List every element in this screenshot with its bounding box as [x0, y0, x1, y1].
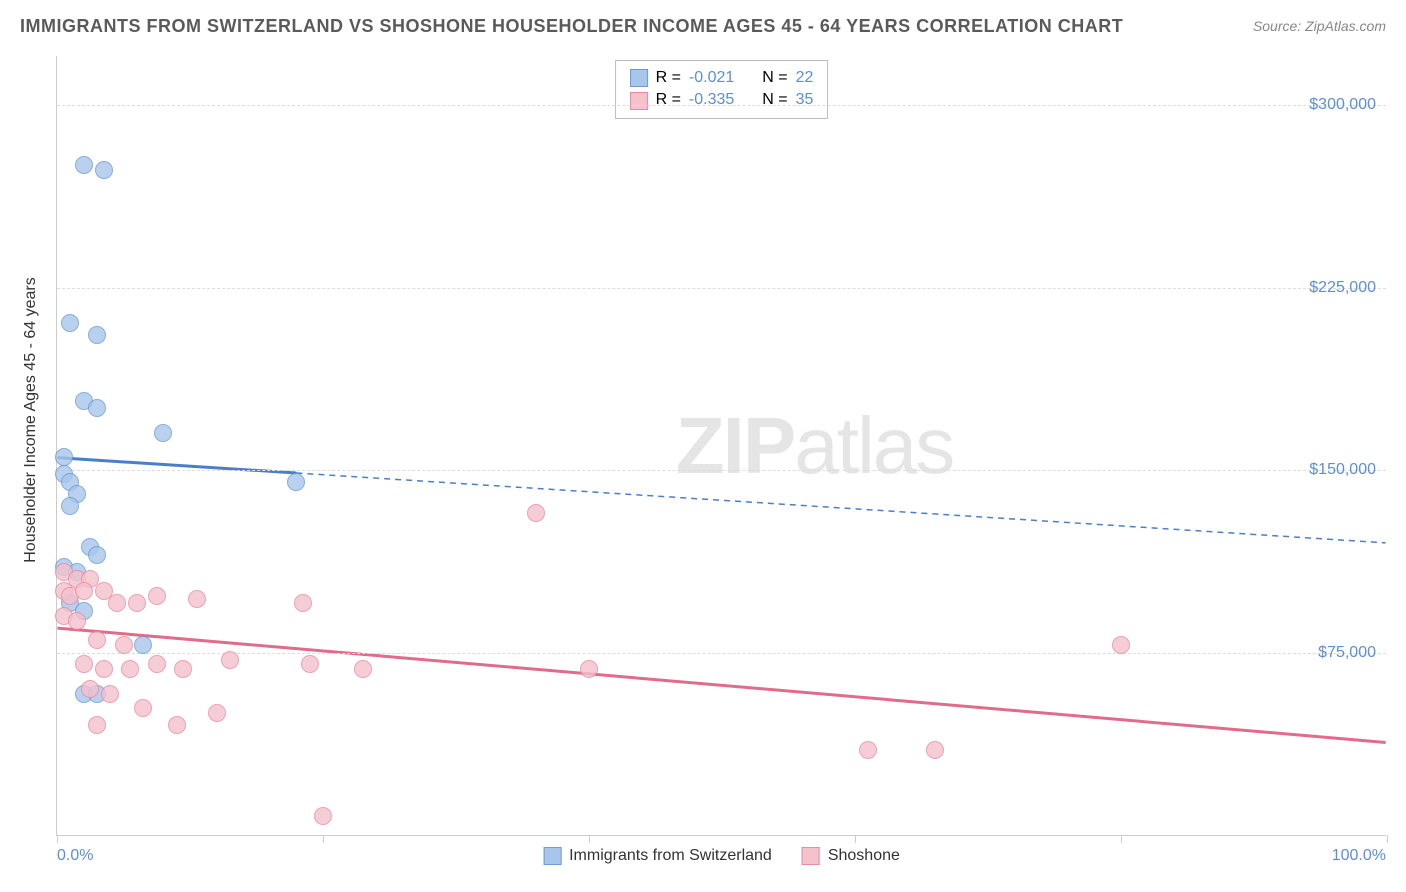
scatter-point: [88, 631, 106, 649]
n-value: 22: [796, 67, 814, 89]
x-tick: [1121, 835, 1122, 843]
scatter-point: [926, 741, 944, 759]
scatter-point: [148, 655, 166, 673]
gridline: [57, 105, 1386, 106]
scatter-point: [221, 651, 239, 669]
scatter-point: [115, 636, 133, 654]
scatter-point: [95, 161, 113, 179]
r-label: R =: [656, 67, 681, 89]
scatter-point: [108, 594, 126, 612]
gridline: [57, 653, 1386, 654]
n-value: 35: [796, 89, 814, 111]
plot-area: ZIPatlas R =-0.021N =22R =-0.335N =35 Im…: [56, 56, 1386, 836]
legend-swatch: [630, 69, 648, 87]
scatter-point: [88, 716, 106, 734]
x-tick: [855, 835, 856, 843]
stats-row: R = -0.335 N = 35: [630, 89, 814, 111]
trendlines: [57, 56, 1386, 835]
n-label: N =: [762, 67, 787, 89]
scatter-point: [88, 399, 106, 417]
scatter-point: [174, 660, 192, 678]
bottom-legend: Immigrants from Switzerland Shoshone: [543, 847, 900, 865]
scatter-point: [148, 587, 166, 605]
scatter-point: [81, 680, 99, 698]
scatter-point: [95, 660, 113, 678]
legend-swatch: [543, 847, 561, 865]
r-label: R =: [656, 89, 681, 111]
scatter-point: [134, 636, 152, 654]
gridline: [57, 288, 1386, 289]
legend-swatch: [802, 847, 820, 865]
r-value: -0.335: [689, 89, 734, 111]
n-label: N =: [762, 89, 787, 111]
scatter-point: [121, 660, 139, 678]
legend-item: Shoshone: [802, 847, 900, 865]
scatter-point: [294, 594, 312, 612]
watermark: ZIPatlas: [676, 400, 953, 492]
scatter-point: [314, 807, 332, 825]
scatter-point: [859, 741, 877, 759]
gridline: [57, 470, 1386, 471]
scatter-point: [134, 699, 152, 717]
scatter-point: [128, 594, 146, 612]
x-tick: [323, 835, 324, 843]
scatter-point: [75, 655, 93, 673]
scatter-point: [61, 314, 79, 332]
y-tick-label: $150,000: [1309, 461, 1376, 479]
stats-row: R = -0.021 N = 22: [630, 67, 814, 89]
legend-label: Immigrants from Switzerland: [569, 847, 772, 865]
scatter-point: [168, 716, 186, 734]
source-label: Source: ZipAtlas.com: [1253, 18, 1386, 34]
x-tick: [589, 835, 590, 843]
x-tick: [57, 835, 58, 843]
scatter-point: [75, 582, 93, 600]
scatter-point: [88, 546, 106, 564]
scatter-point: [580, 660, 598, 678]
r-value: -0.021: [689, 67, 734, 89]
y-tick-label: $225,000: [1309, 279, 1376, 297]
scatter-point: [55, 448, 73, 466]
scatter-point: [188, 590, 206, 608]
chart-title: IMMIGRANTS FROM SWITZERLAND VS SHOSHONE …: [20, 16, 1123, 37]
scatter-point: [68, 612, 86, 630]
scatter-point: [75, 156, 93, 174]
scatter-point: [61, 497, 79, 515]
legend-label: Shoshone: [828, 847, 900, 865]
stats-legend: R = -0.021 N = 22 R = -0.335 N = 35: [615, 60, 829, 119]
scatter-point: [208, 704, 226, 722]
scatter-point: [101, 685, 119, 703]
y-axis-label: Householder Income Ages 45 - 64 years: [22, 277, 40, 563]
legend-item: Immigrants from Switzerland: [543, 847, 772, 865]
scatter-point: [301, 655, 319, 673]
legend-swatch: [630, 92, 648, 110]
scatter-point: [527, 504, 545, 522]
y-tick-label: $75,000: [1318, 644, 1376, 662]
x-axis-max-label: 100.0%: [1332, 847, 1386, 865]
scatter-point: [88, 326, 106, 344]
scatter-point: [287, 473, 305, 491]
scatter-point: [154, 424, 172, 442]
scatter-point: [354, 660, 372, 678]
x-axis-min-label: 0.0%: [57, 847, 93, 865]
scatter-point: [1112, 636, 1130, 654]
x-tick: [1387, 835, 1388, 843]
y-tick-label: $300,000: [1309, 96, 1376, 114]
